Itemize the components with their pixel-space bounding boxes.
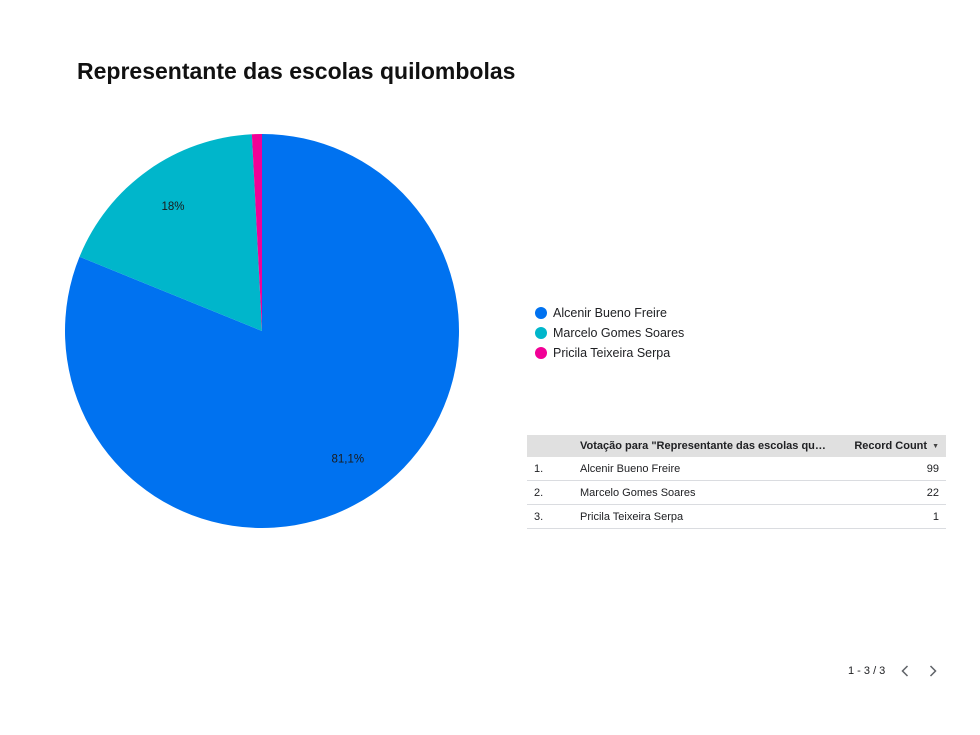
- legend-label: Pricila Teixeira Serpa: [553, 346, 671, 360]
- legend-swatch: [535, 307, 547, 319]
- pagination: 1 - 3 / 3: [848, 662, 941, 680]
- row-index: 2.: [534, 486, 544, 499]
- legend-item-pricila[interactable]: Pricila Teixeira Serpa: [535, 343, 684, 363]
- legend-item-alcenir[interactable]: Alcenir Bueno Freire: [535, 303, 684, 323]
- header-dimension[interactable]: Votação para "Representante das escolas …: [580, 440, 836, 452]
- row-index: 3.: [534, 510, 544, 523]
- row-value: 1: [932, 510, 939, 523]
- chevron-right-icon[interactable]: [925, 662, 941, 680]
- table-header-row: Votação para "Representante das escolas …: [527, 435, 946, 457]
- pagination-range: 1 - 3 / 3: [848, 665, 886, 677]
- chart-title: Representante das escolas quilombolas: [77, 58, 516, 84]
- legend-swatch: [535, 347, 547, 359]
- pie-slice-pricila[interactable]: [251, 134, 262, 331]
- table-row[interactable]: 3. Pricila Teixeira Serpa 1: [527, 505, 946, 529]
- legend-swatch: [535, 327, 547, 339]
- row-value: 99: [926, 462, 939, 475]
- row-value: 22: [926, 486, 939, 499]
- row-index: 1.: [534, 462, 544, 475]
- slice-label-marcelo: 18%: [161, 201, 184, 213]
- row-name: Pricila Teixeira Serpa: [580, 510, 684, 523]
- table-row[interactable]: 2. Marcelo Gomes Soares 22: [527, 481, 946, 505]
- table-row[interactable]: 1. Alcenir Bueno Freire 99: [527, 457, 946, 481]
- header-metric-label: Record Count: [854, 440, 928, 452]
- row-name: Marcelo Gomes Soares: [580, 486, 696, 499]
- legend-label: Marcelo Gomes Soares: [553, 326, 685, 340]
- chevron-left-icon[interactable]: [897, 662, 913, 680]
- row-name: Alcenir Bueno Freire: [580, 462, 681, 475]
- legend-item-marcelo[interactable]: Marcelo Gomes Soares: [535, 323, 684, 343]
- chart-legend: Alcenir Bueno Freire Marcelo Gomes Soare…: [535, 303, 684, 363]
- sort-down-icon: ▼: [932, 442, 939, 450]
- slice-label-alcenir: 81,1%: [331, 453, 364, 465]
- legend-label: Alcenir Bueno Freire: [553, 306, 667, 320]
- header-metric-sort[interactable]: Record Count ▼: [836, 440, 946, 452]
- pie-slice-marcelo[interactable]: [79, 134, 262, 331]
- pie-slice-alcenir[interactable]: [64, 134, 459, 528]
- data-table: Votação para "Representante das escolas …: [527, 435, 946, 529]
